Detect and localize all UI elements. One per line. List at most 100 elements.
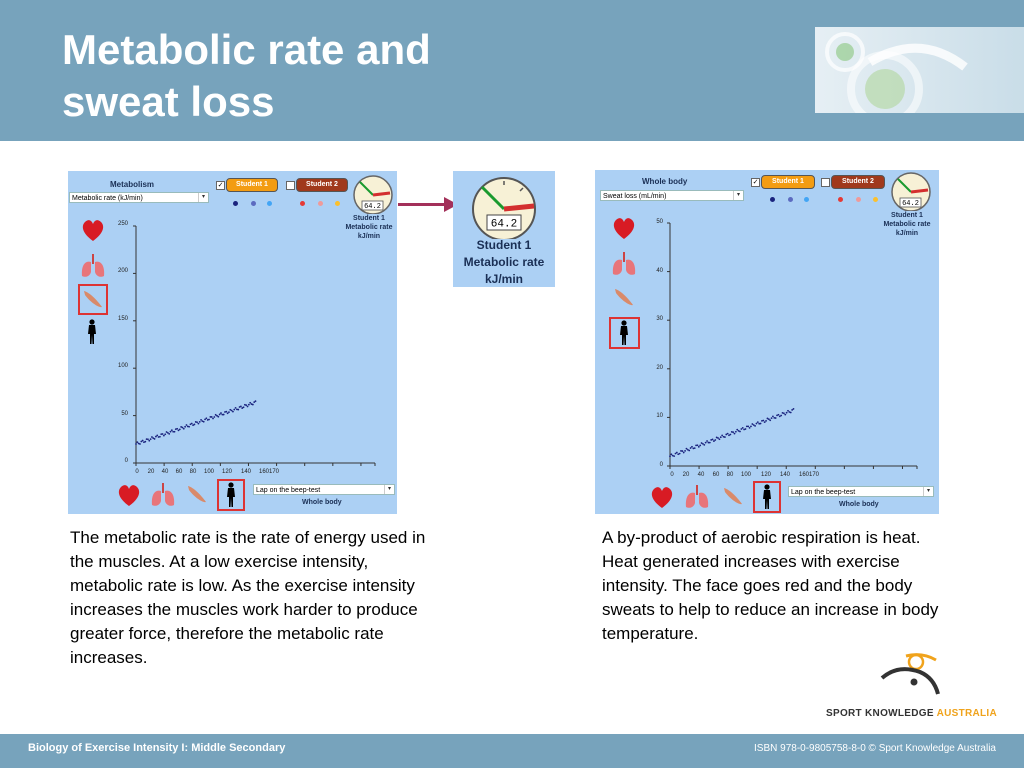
data-point bbox=[166, 431, 169, 434]
body-icon[interactable] bbox=[616, 320, 632, 346]
lap-dropdown[interactable]: Lap on the beep-test ▾ bbox=[788, 486, 934, 497]
data-point bbox=[241, 407, 244, 409]
slide-header: Metabolic rate and sweat loss bbox=[0, 0, 1024, 141]
data-point bbox=[216, 414, 218, 417]
data-point bbox=[148, 439, 151, 442]
heart-icon[interactable] bbox=[649, 484, 675, 510]
data-point bbox=[680, 450, 682, 452]
data-point bbox=[722, 435, 725, 438]
color-dot[interactable] bbox=[804, 197, 809, 202]
data-point bbox=[759, 422, 762, 425]
data-point bbox=[721, 434, 724, 437]
data-point bbox=[208, 418, 210, 421]
color-dot[interactable] bbox=[233, 201, 238, 206]
body-icon[interactable] bbox=[84, 319, 100, 345]
chevron-down-icon: ▾ bbox=[384, 485, 394, 494]
data-point bbox=[239, 405, 242, 408]
x-tick-label: 170 bbox=[808, 472, 819, 478]
color-dot[interactable] bbox=[251, 201, 256, 206]
data-point bbox=[697, 445, 700, 448]
student1-checkbox[interactable]: ✓ bbox=[751, 178, 760, 187]
data-point bbox=[762, 419, 765, 422]
data-point bbox=[726, 432, 729, 435]
data-point bbox=[758, 422, 761, 425]
zoomed-gauge-label: Student 1 Metabolic rate kJ/min bbox=[453, 237, 555, 288]
muscle-icon[interactable] bbox=[721, 484, 745, 508]
lungs-icon[interactable] bbox=[79, 252, 107, 280]
student2-checkbox[interactable] bbox=[286, 181, 295, 190]
gauge-label: Student 1 Metabolic rate kJ/min bbox=[875, 211, 939, 238]
data-point bbox=[739, 430, 741, 433]
heart-icon[interactable] bbox=[116, 482, 142, 508]
data-point bbox=[689, 447, 692, 449]
metric-dropdown-value: Metabolic rate (kJ/min) bbox=[72, 195, 143, 202]
color-dot[interactable] bbox=[788, 197, 793, 202]
metric-dropdown[interactable]: Metabolic rate (kJ/min) ▾ bbox=[69, 192, 209, 203]
data-point bbox=[733, 432, 736, 435]
zoomed-gauge-line3: kJ/min bbox=[484, 272, 523, 286]
metric-dropdown-value: Sweat loss (mL/min) bbox=[603, 193, 667, 200]
data-point bbox=[182, 427, 185, 430]
student2-checkbox[interactable] bbox=[821, 178, 830, 187]
data-point bbox=[717, 437, 719, 439]
data-point bbox=[152, 437, 155, 440]
lungs-icon[interactable] bbox=[149, 481, 177, 509]
data-point bbox=[229, 408, 232, 411]
data-point bbox=[692, 447, 695, 450]
y-tick-label: 20 bbox=[656, 365, 663, 371]
lungs-icon[interactable] bbox=[683, 483, 711, 511]
muscle-icon[interactable] bbox=[612, 285, 636, 309]
student1-button[interactable]: Student 1 bbox=[761, 175, 815, 189]
student2-button[interactable]: Student 2 bbox=[831, 175, 885, 189]
color-dot[interactable] bbox=[318, 201, 323, 206]
data-point bbox=[135, 443, 137, 445]
data-point bbox=[159, 435, 161, 438]
heart-icon[interactable] bbox=[80, 217, 106, 243]
color-dot[interactable] bbox=[873, 197, 878, 202]
data-point bbox=[221, 413, 224, 416]
heart-icon[interactable] bbox=[611, 215, 637, 241]
body-icon[interactable] bbox=[223, 482, 239, 508]
data-point bbox=[773, 416, 776, 419]
student2-button[interactable]: Student 2 bbox=[296, 178, 348, 192]
data-point bbox=[251, 403, 254, 406]
gauge-label-line1: Student 1 bbox=[353, 215, 385, 222]
data-point bbox=[170, 429, 173, 432]
data-point bbox=[688, 449, 691, 452]
y-tick-label: 10 bbox=[656, 413, 663, 419]
x-tick-label: 20 bbox=[682, 472, 690, 478]
data-point bbox=[669, 455, 671, 458]
body-icon[interactable] bbox=[759, 484, 775, 510]
data-point bbox=[232, 410, 234, 413]
data-point bbox=[725, 433, 728, 436]
x-tick-label: 100 bbox=[740, 472, 751, 478]
muscle-icon[interactable] bbox=[81, 287, 105, 311]
color-dot[interactable] bbox=[267, 201, 272, 206]
data-point bbox=[769, 419, 772, 422]
x-tick-label: 0 bbox=[670, 472, 674, 478]
muscle-selection bbox=[78, 284, 108, 315]
student1-button[interactable]: Student 1 bbox=[226, 178, 278, 192]
color-dot[interactable] bbox=[770, 197, 775, 202]
zoomed-gauge-value: 64.2 bbox=[491, 219, 517, 231]
arrow-head-icon bbox=[444, 197, 458, 212]
color-dot[interactable] bbox=[300, 201, 305, 206]
data-point bbox=[685, 447, 688, 450]
lap-dropdown[interactable]: Lap on the beep-test ▾ bbox=[253, 484, 395, 495]
metric-dropdown[interactable]: Sweat loss (mL/min) ▾ bbox=[600, 190, 744, 201]
color-dot[interactable] bbox=[856, 197, 861, 202]
muscle-icon[interactable] bbox=[185, 482, 209, 506]
metabolism-panel: Metabolism Metabolic rate (kJ/min) ▾ ✓ S… bbox=[68, 171, 397, 514]
x-tick-label: 160 bbox=[258, 469, 269, 475]
color-dot[interactable] bbox=[838, 197, 843, 202]
data-point bbox=[704, 441, 707, 444]
data-point bbox=[189, 423, 192, 426]
header-decoration bbox=[815, 27, 1024, 113]
data-point bbox=[254, 400, 257, 403]
color-dot[interactable] bbox=[335, 201, 340, 206]
data-point bbox=[155, 435, 157, 438]
student1-checkbox[interactable]: ✓ bbox=[216, 181, 225, 190]
data-point bbox=[214, 413, 217, 416]
data-point bbox=[674, 452, 677, 455]
lungs-icon[interactable] bbox=[610, 250, 638, 278]
